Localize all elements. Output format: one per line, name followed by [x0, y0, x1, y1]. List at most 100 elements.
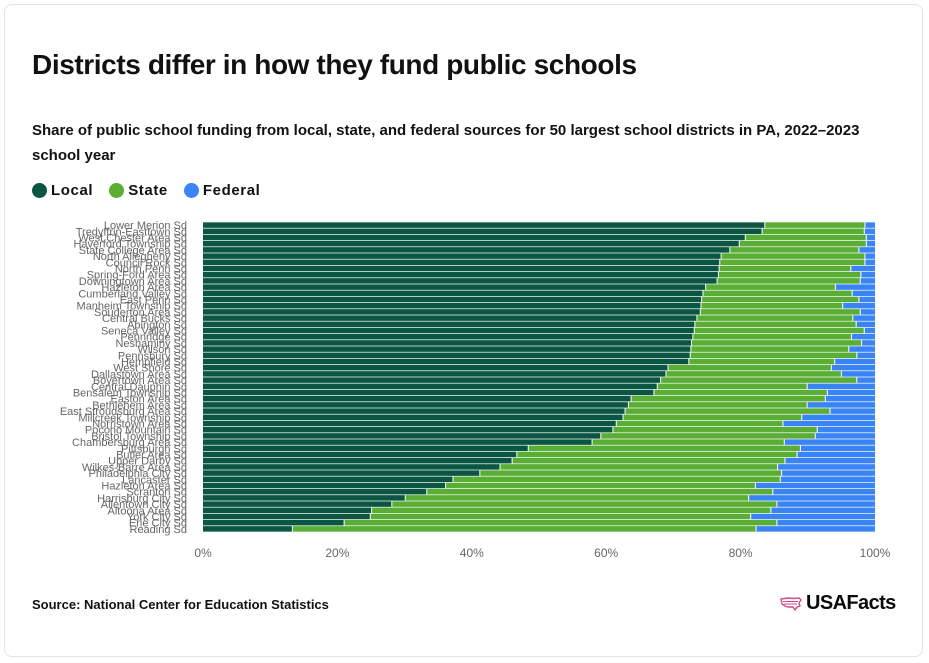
- x-tick-label: 20%: [325, 546, 349, 560]
- bar-state-35: [592, 439, 785, 445]
- bar-local-2: [203, 234, 746, 241]
- bar-state-48: [344, 519, 777, 526]
- bar-state-39: [500, 464, 778, 470]
- bar-state-40: [479, 470, 782, 476]
- bar-federal-31: [801, 414, 875, 421]
- bar-state-30: [625, 408, 830, 414]
- bar-federal-37: [797, 451, 875, 458]
- bar-federal-39: [777, 464, 875, 470]
- bar-federal-13: [842, 302, 875, 309]
- bar-local-46: [203, 507, 372, 514]
- category-label: Lower Merion Sd: [104, 220, 187, 232]
- source-note: Source: National Center for Education St…: [32, 597, 329, 612]
- bar-local-11: [203, 290, 703, 297]
- bar-federal-25: [856, 377, 875, 383]
- category-label: Dallastown Area Sd: [91, 369, 187, 381]
- bar-federal-47: [750, 513, 875, 520]
- bar-state-17: [694, 327, 865, 334]
- bar-federal-21: [856, 352, 875, 359]
- category-label: Butler Area Sd: [116, 450, 187, 462]
- bar-local-39: [203, 464, 501, 470]
- chart-subtitle: Share of public school funding from loca…: [32, 122, 860, 164]
- bar-state-46: [371, 507, 771, 514]
- category-label: North Penn Sd: [115, 264, 187, 276]
- bar-local-31: [203, 414, 623, 421]
- category-label: Boyertown Area Sd: [93, 375, 187, 387]
- bar-federal-40: [781, 470, 875, 476]
- bar-state-49: [292, 526, 757, 532]
- bar-federal-0: [864, 222, 875, 228]
- category-label: Abington Sd: [127, 319, 187, 331]
- category-label: Central Dauphin Sd: [91, 381, 187, 393]
- category-label: Harrisburg City Sd: [97, 493, 187, 505]
- bar-federal-2: [866, 234, 875, 241]
- category-label: East Penn Sd: [120, 295, 187, 307]
- bar-state-32: [616, 420, 783, 427]
- chart-title: Districts differ in how they fund public…: [32, 49, 637, 80]
- bar-federal-33: [817, 426, 875, 433]
- bar-local-7: [203, 265, 720, 272]
- bar-state-29: [628, 402, 808, 408]
- category-label: Easton Area Sd: [111, 394, 187, 406]
- category-label: Spring-Ford Area Sd: [87, 270, 187, 282]
- bar-federal-36: [800, 445, 875, 452]
- bars-group: [203, 222, 875, 532]
- category-label: Wilson Sd: [137, 344, 187, 356]
- bar-local-4: [203, 247, 730, 253]
- bar-federal-42: [755, 482, 875, 489]
- bar-state-37: [516, 451, 798, 458]
- category-label: Seneca Valley Sd: [101, 326, 187, 338]
- bar-state-45: [391, 501, 777, 507]
- legend: Local State Federal: [32, 180, 260, 200]
- category-label: Pittsburgh Sd: [121, 443, 187, 455]
- bar-state-34: [600, 433, 816, 439]
- x-axis-ticks-group: 0% 20% 40% 60% 80% 100%: [194, 546, 890, 560]
- bar-state-0: [764, 222, 865, 228]
- usafacts-logo: USAFacts: [780, 592, 896, 615]
- bar-state-31: [623, 414, 802, 421]
- legend-item-local: Local: [32, 182, 93, 199]
- bar-state-19: [691, 340, 862, 346]
- category-label: Pennridge Sd: [120, 332, 187, 344]
- bar-local-21: [203, 352, 691, 359]
- bar-local-22: [203, 358, 689, 365]
- legend-swatch-local: [32, 182, 47, 198]
- category-label: West Chester Area Sd: [78, 233, 187, 245]
- bar-local-16: [203, 321, 695, 328]
- bar-state-2: [745, 234, 867, 241]
- bar-state-24: [666, 371, 842, 377]
- bar-state-6: [719, 259, 865, 266]
- bar-state-27: [653, 389, 828, 396]
- bar-state-3: [739, 240, 867, 247]
- bar-state-41: [452, 476, 781, 483]
- x-tick-label: 0%: [194, 546, 212, 560]
- category-label: State College Area Sd: [79, 245, 187, 257]
- category-label: Philadelphia City Sd: [89, 468, 187, 480]
- bar-federal-19: [861, 340, 875, 346]
- bar-state-4: [729, 247, 859, 253]
- bar-local-33: [203, 426, 613, 433]
- category-label: Altoona Area Sd: [107, 505, 187, 517]
- category-label: Upper Darby Sd: [108, 456, 187, 468]
- bar-state-16: [694, 321, 857, 328]
- bar-federal-3: [866, 240, 875, 247]
- bar-federal-10: [835, 284, 875, 290]
- category-label: Wilkes-Barre Area Sd: [82, 462, 187, 474]
- bar-federal-35: [784, 439, 875, 445]
- bar-federal-28: [825, 395, 875, 402]
- category-label: East Stroudsburg Area Sd: [60, 406, 187, 418]
- logo-text: USAFacts: [806, 592, 896, 614]
- bar-federal-46: [770, 507, 875, 514]
- category-label: Cumberland Valley Sd: [78, 288, 187, 300]
- bar-local-17: [203, 327, 695, 334]
- bar-local-23: [203, 364, 669, 371]
- bar-federal-11: [852, 290, 875, 297]
- bar-federal-30: [829, 408, 875, 414]
- bar-federal-16: [856, 321, 875, 328]
- bar-federal-23: [831, 364, 875, 371]
- bar-federal-43: [772, 488, 875, 495]
- bar-state-47: [370, 513, 751, 520]
- bar-local-37: [203, 451, 517, 458]
